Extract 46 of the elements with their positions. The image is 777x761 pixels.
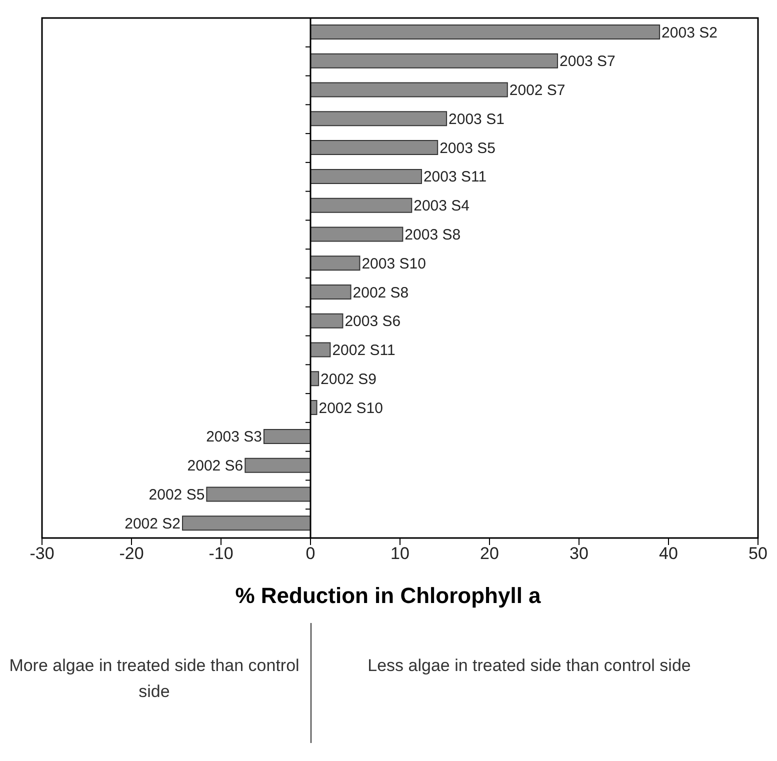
y-tick-label: 2003 S11 [423,168,487,186]
x-tick-label: 40 [659,544,678,564]
y-tick-label: 2002 S8 [352,284,409,302]
x-tick-label: -30 [30,544,54,564]
y-tick-label: 2003 S8 [404,226,461,244]
y-tick-label: 2002 S5 [148,486,205,504]
bar [310,284,352,300]
y-tick-label: 2003 S4 [414,198,470,215]
y-tick-label: 2002 S7 [509,82,566,100]
bar [310,82,508,98]
x-tick-label: 50 [748,544,768,564]
bar [244,458,311,473]
bar [310,53,558,68]
y-tick-label: 2002 S11 [332,342,396,360]
bar [206,486,311,502]
x-tick-label: 0 [306,544,316,564]
bar [310,226,404,242]
bar [310,24,660,40]
x-tick-label: 30 [570,544,588,564]
y-tick-label: 2003 S3 [206,428,262,446]
y-tick-label: 2003 S5 [440,140,496,157]
y-tick-label: 2002 S6 [187,458,244,475]
y-tick-label: 2003 S1 [448,110,504,128]
bar [263,428,311,444]
y-tick-label: 2003 S2 [662,24,718,42]
x-tick-label: -20 [119,544,144,564]
bar [310,256,360,271]
text: More algae in treated side than control side [8,655,300,703]
x-axis-title: % Reduction in Chlorophyll a [234,583,542,609]
y-tick-label: 2003 S6 [344,313,401,330]
x-tick-label: 10 [390,544,410,564]
y-tick-label: 2003 S10 [362,255,426,272]
bar [310,313,344,328]
bar [310,168,422,184]
bar [182,516,311,531]
text: Less algae in treated side than control side [366,655,692,677]
y-tick-label: 2002 S2 [124,515,181,532]
y-tick-label: 2003 S7 [560,53,616,70]
bar [310,111,448,126]
y-tick-label: 2002 S9 [320,370,376,388]
bar [310,140,438,156]
bar [310,198,412,213]
x-tick-label: -10 [208,544,234,564]
y-tick-label: 2002 S10 [318,400,383,417]
bar [310,342,331,358]
x-tick-label: 20 [480,544,499,564]
